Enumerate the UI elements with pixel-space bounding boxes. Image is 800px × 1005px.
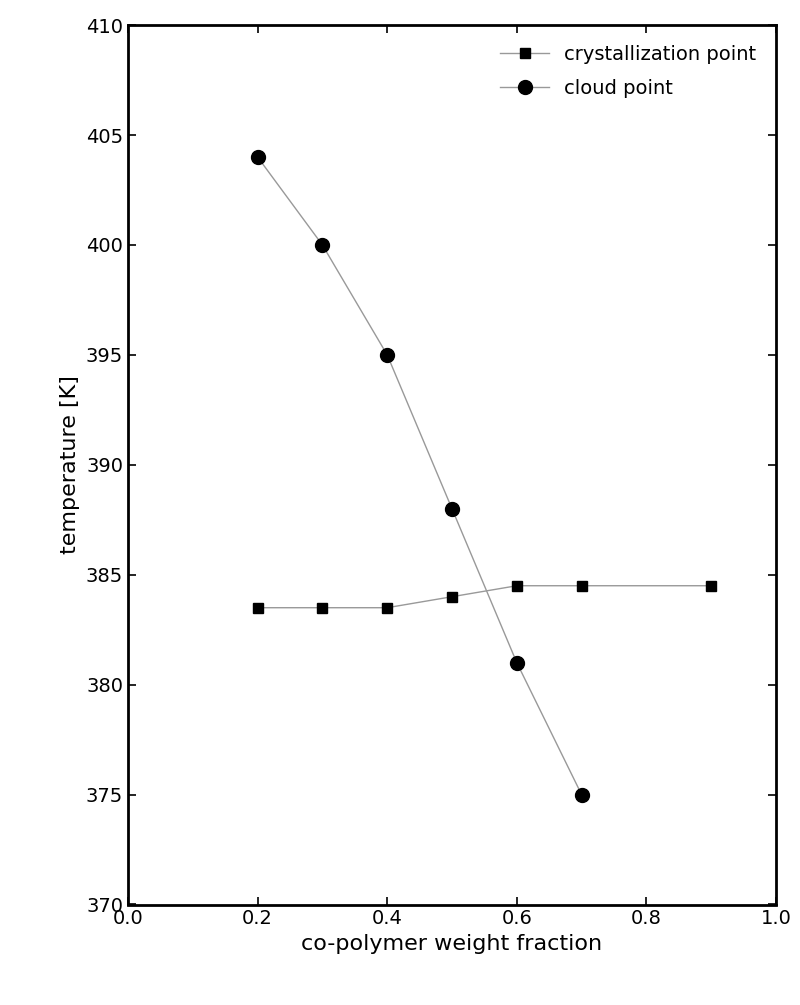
cloud point	[577, 789, 586, 801]
Legend: crystallization point, cloud point: crystallization point, cloud point	[490, 35, 766, 108]
crystallization point	[447, 591, 457, 603]
crystallization point	[382, 602, 392, 614]
crystallization point	[577, 580, 586, 592]
cloud point	[512, 656, 522, 668]
crystallization point	[512, 580, 522, 592]
cloud point	[447, 502, 457, 515]
cloud point	[382, 349, 392, 361]
Y-axis label: temperature [K]: temperature [K]	[60, 376, 80, 554]
cloud point	[253, 151, 262, 163]
crystallization point	[706, 580, 716, 592]
Line: cloud point: cloud point	[250, 150, 589, 802]
Line: crystallization point: crystallization point	[253, 581, 716, 613]
X-axis label: co-polymer weight fraction: co-polymer weight fraction	[302, 934, 602, 954]
crystallization point	[318, 602, 327, 614]
crystallization point	[253, 602, 262, 614]
cloud point	[318, 239, 327, 251]
